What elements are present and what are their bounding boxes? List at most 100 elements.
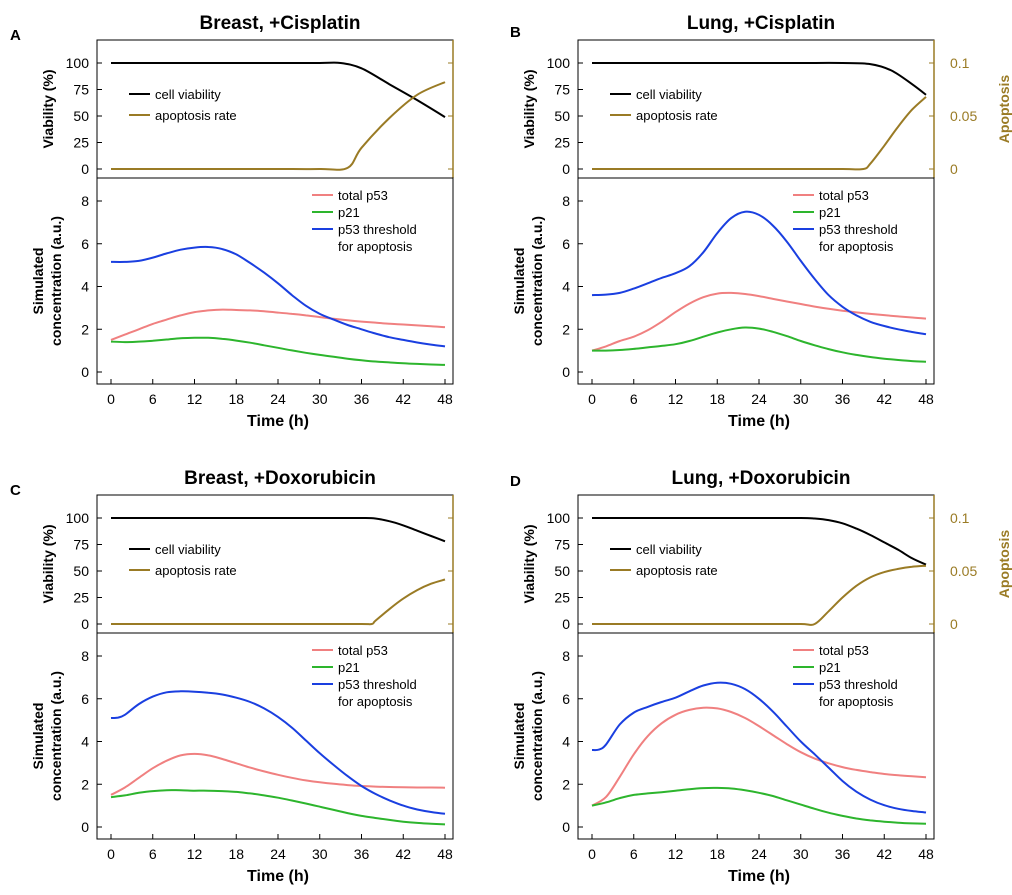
legend-label: p53 threshold [338, 677, 417, 692]
bottom-ytick-label: 2 [562, 776, 570, 792]
series-line [591, 706, 927, 807]
xtick-label: 48 [918, 846, 934, 862]
legend-label: p53 threshold [338, 222, 417, 237]
xtick-label: 12 [187, 846, 203, 862]
bottom-ylabel-line2: concentration (a.u.) [529, 216, 545, 346]
top-ytick-label: 25 [73, 135, 89, 151]
legend-label: p21 [338, 205, 360, 220]
right-ylabel: Apoptosisrate (h⁻¹) [996, 75, 1012, 144]
series-line [110, 308, 446, 341]
legend-label: p21 [819, 205, 841, 220]
xtick-label: 36 [354, 391, 370, 407]
top-ytick-label: 0 [562, 616, 570, 632]
bottom-ytick-label: 2 [562, 321, 570, 337]
series-line [591, 96, 927, 171]
xtick-label: 18 [228, 846, 244, 862]
series-line [111, 516, 446, 543]
bottom-plot-frame [96, 632, 454, 840]
right-ytick-label: 0.1 [950, 55, 970, 71]
bottom-ylabel-line1: Simulated [511, 703, 527, 770]
xtick-label: 12 [187, 391, 203, 407]
legend-label: cell viability [636, 87, 702, 102]
top-ytick-label: 0 [81, 161, 89, 177]
xtick-label: 48 [918, 391, 934, 407]
right-ytick-label: 0 [950, 161, 958, 177]
series-line [591, 786, 927, 825]
xlabel: Time (h) [728, 868, 790, 885]
top-ytick-label: 100 [547, 510, 571, 526]
series-line [591, 210, 927, 336]
bottom-ytick-label: 4 [562, 734, 570, 750]
top-ytick-label: 50 [554, 108, 570, 124]
top-ytick-label: 0 [81, 616, 89, 632]
legend-label: apoptosis rate [636, 563, 718, 578]
legend-label: p53 threshold [819, 677, 898, 692]
legend-label: total p53 [338, 188, 388, 203]
series-line [592, 61, 927, 96]
xtick-label: 48 [437, 391, 453, 407]
top-ylabel: Viability (%) [40, 524, 56, 603]
right-ytick-label: 0 [950, 616, 958, 632]
chart-title: Breast, +Cisplatin [199, 13, 360, 34]
top-ytick-label: 25 [73, 590, 89, 606]
top-ytick-label: 50 [554, 563, 570, 579]
right-ytick-label: 0.05 [950, 563, 977, 579]
series-line [591, 564, 927, 626]
xtick-label: 24 [270, 391, 286, 407]
legend-label: p21 [338, 660, 360, 675]
xtick-label: 0 [107, 846, 115, 862]
bottom-ytick-label: 4 [81, 734, 89, 750]
bottom-ylabel-line2: concentration (a.u.) [48, 671, 64, 801]
bottom-ytick-label: 8 [81, 648, 89, 664]
series-line [591, 291, 927, 352]
xtick-label: 30 [793, 846, 809, 862]
top-ytick-label: 75 [73, 537, 89, 553]
bottom-ytick-label: 6 [81, 691, 89, 707]
bottom-ylabel-line1: Simulated [30, 703, 46, 770]
top-ytick-label: 75 [554, 82, 570, 98]
legend-label: apoptosis rate [636, 108, 718, 123]
xtick-label: 42 [395, 391, 411, 407]
legend-label: for apoptosis [819, 239, 894, 254]
top-plot-frame [577, 39, 935, 179]
bottom-ytick-label: 6 [562, 236, 570, 252]
top-ytick-label: 100 [66, 55, 90, 71]
legend-label: total p53 [819, 643, 869, 658]
bottom-ytick-label: 2 [81, 776, 89, 792]
bottom-ylabel-line2: concentration (a.u.) [48, 216, 64, 346]
bottom-ylabel-line1: Simulated [511, 248, 527, 315]
top-ylabel: Viability (%) [521, 524, 537, 603]
chart-title: Lung, +Cisplatin [687, 13, 835, 34]
legend-label: p53 threshold [819, 222, 898, 237]
xtick-label: 18 [709, 391, 725, 407]
series-line [110, 690, 446, 815]
panel-b: Lung, +Cisplatin B 0 25 50 75 100 0 0.05 0.1 Viabi… [510, 13, 1012, 430]
legend-label: cell viability [636, 542, 702, 557]
bottom-ylabel: Simulated concentration (a.u.) [511, 671, 545, 801]
top-ytick-label: 50 [73, 563, 89, 579]
series-line [110, 245, 446, 348]
panel-c: Breast, +Doxorubicin C 0 25 50 75 100 Viability… [10, 468, 454, 885]
bottom-ytick-label: 0 [81, 364, 89, 380]
xtick-label: 12 [668, 846, 684, 862]
panel-letter: B [510, 24, 521, 41]
bottom-ytick-label: 8 [81, 193, 89, 209]
xtick-label: 18 [228, 391, 244, 407]
top-ytick-label: 75 [73, 82, 89, 98]
xlabel: Time (h) [247, 868, 309, 885]
series-line [110, 752, 446, 796]
bottom-ylabel-line2: concentration (a.u.) [529, 671, 545, 801]
xtick-label: 18 [709, 846, 725, 862]
bottom-plot-frame [96, 177, 454, 385]
right-ylabel: Apoptosisrate (h⁻¹) [996, 530, 1012, 599]
xtick-label: 6 [630, 846, 638, 862]
xtick-label: 42 [395, 846, 411, 862]
xtick-label: 30 [312, 391, 328, 407]
top-ytick-label: 50 [73, 108, 89, 124]
chart-title: Lung, +Doxorubicin [672, 468, 851, 489]
xtick-label: 36 [835, 846, 851, 862]
xtick-label: 36 [354, 846, 370, 862]
series-line [110, 789, 446, 826]
legend-label: for apoptosis [819, 694, 894, 709]
